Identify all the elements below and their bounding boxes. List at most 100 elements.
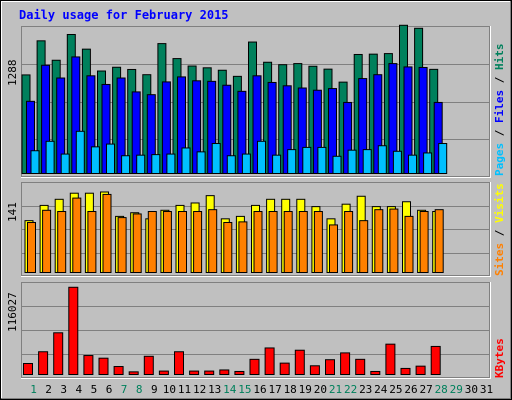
bar-kbytes-day-17: [264, 347, 275, 376]
bar-pages-day-11: [181, 147, 191, 174]
panel-2: [21, 182, 491, 277]
bar-pages-day-14: [226, 155, 236, 174]
bar-kbytes-day-5: [83, 355, 94, 376]
bar-kbytes-day-7: [113, 366, 124, 376]
x-tick-label-day-8: 8: [136, 383, 143, 396]
x-tick-label-day-9: 9: [151, 383, 158, 396]
x-tick-label-day-24: 24: [374, 383, 388, 396]
x-tick-label-day-10: 10: [163, 383, 176, 396]
bar-sites-day-16: [253, 211, 263, 274]
bar-kbytes-day-3: [53, 332, 64, 376]
bar-sites-day-13: [208, 209, 218, 274]
x-tick-label-day-22: 22: [344, 383, 357, 396]
panel-border: [21, 182, 490, 276]
bar-kbytes-day-1: [23, 363, 33, 376]
x-tick-label-day-20: 20: [314, 383, 327, 396]
bar-kbytes-day-19: [294, 349, 305, 376]
bar-sites-day-11: [178, 211, 187, 274]
bar-sites-day-21: [329, 224, 338, 274]
x-tick-label-day-29: 29: [450, 383, 463, 396]
legend-part: Sites: [493, 242, 506, 276]
x-tick-label-day-12: 12: [193, 383, 206, 396]
x-tick-label-day-23: 23: [359, 383, 372, 396]
bar-sites-day-28: [434, 209, 444, 274]
x-tick-label-day-5: 5: [91, 383, 98, 396]
bar-kbytes-day-15: [234, 370, 245, 375]
visits-panel-ymax: 141: [6, 202, 19, 222]
bar-pages-day-26: [408, 154, 417, 175]
panel-3: [21, 282, 491, 379]
bar-kbytes-day-9: [143, 355, 154, 375]
legend-part: /: [493, 123, 506, 143]
bar-kbytes-day-27: [415, 365, 426, 375]
bar-sites-day-5: [87, 211, 97, 274]
bar-sites-day-9: [147, 211, 157, 274]
bar-kbytes-day-21: [325, 359, 335, 375]
bar-sites-day-27: [419, 211, 429, 274]
legend-part: Visits: [493, 183, 506, 223]
x-tick-label-day-25: 25: [389, 383, 402, 396]
bar-kbytes-day-13: [204, 370, 215, 376]
x-tick-label-day-1: 1: [30, 383, 37, 396]
bar-sites-day-7: [117, 217, 127, 273]
bar-sites-day-17: [268, 211, 278, 274]
bar-kbytes-day-4: [68, 286, 79, 376]
bar-pages-day-18: [287, 149, 297, 174]
x-tick-label-day-3: 3: [60, 383, 67, 396]
bar-sites-day-3: [57, 211, 67, 274]
x-tick-label-day-21: 21: [329, 383, 342, 396]
bar-sites-day-24: [374, 209, 384, 274]
hits-panel-legend: Pages / Files / Hits: [493, 26, 507, 177]
bar-kbytes-day-22: [340, 352, 351, 375]
bar-kbytes-day-18: [279, 362, 290, 376]
bar-sites-day-4: [72, 197, 82, 273]
kbytes-panel-legend: KBytes: [493, 282, 507, 378]
bar-pages-day-5: [90, 146, 100, 174]
bar-pages-day-10: [166, 153, 176, 174]
x-tick-label-day-17: 17: [268, 383, 281, 396]
x-tick-label-day-19: 19: [299, 383, 312, 396]
bar-pages-day-16: [257, 140, 266, 174]
bar-sites-day-26: [404, 215, 414, 273]
bar-pages-day-28: [438, 143, 448, 174]
legend-part: /: [493, 70, 506, 90]
bar-kbytes-day-20: [309, 365, 320, 376]
chart-title: Daily usage for February 2015: [19, 8, 229, 22]
x-tick-label-day-6: 6: [106, 383, 113, 396]
x-tick-label-day-2: 2: [45, 383, 52, 396]
bar-pages-day-25: [392, 150, 402, 174]
bar-sites-day-15: [238, 221, 248, 273]
x-tick-label-day-11: 11: [178, 383, 191, 396]
bar-sites-day-20: [313, 211, 323, 274]
bar-sites-day-22: [344, 211, 354, 274]
bar-pages-day-2: [45, 140, 55, 174]
x-tick-label-day-18: 18: [284, 383, 297, 396]
bar-kbytes-day-28: [430, 345, 441, 375]
bar-pages-day-24: [377, 145, 387, 174]
bar-pages-day-19: [302, 146, 312, 175]
bar-pages-day-4: [75, 130, 85, 175]
bar-sites-day-18: [283, 211, 293, 274]
x-tick-label-day-7: 7: [121, 383, 128, 396]
bar-sites-day-8: [132, 213, 142, 273]
bar-pages-day-23: [362, 149, 372, 174]
bar-pages-day-15: [241, 153, 251, 174]
bar-kbytes-day-16: [249, 358, 260, 375]
bar-sites-day-19: [298, 211, 308, 274]
bar-sites-day-25: [389, 208, 399, 274]
bar-kbytes-day-2: [38, 351, 49, 375]
x-tick-label-day-26: 26: [404, 383, 417, 396]
bar-sites-day-14: [223, 221, 233, 273]
bar-pages-day-3: [60, 153, 70, 174]
kbytes-panel-ymax: 116027: [6, 292, 19, 332]
x-tick-label-day-15: 15: [238, 383, 251, 396]
bar-pages-day-21: [332, 155, 342, 175]
bar-pages-day-20: [317, 146, 327, 175]
bar-sites-day-23: [359, 220, 369, 273]
bar-pages-day-22: [347, 149, 357, 175]
x-tick-label-day-27: 27: [419, 383, 432, 396]
bar-pages-day-9: [151, 154, 161, 175]
x-tick-label-day-30: 30: [465, 383, 478, 396]
